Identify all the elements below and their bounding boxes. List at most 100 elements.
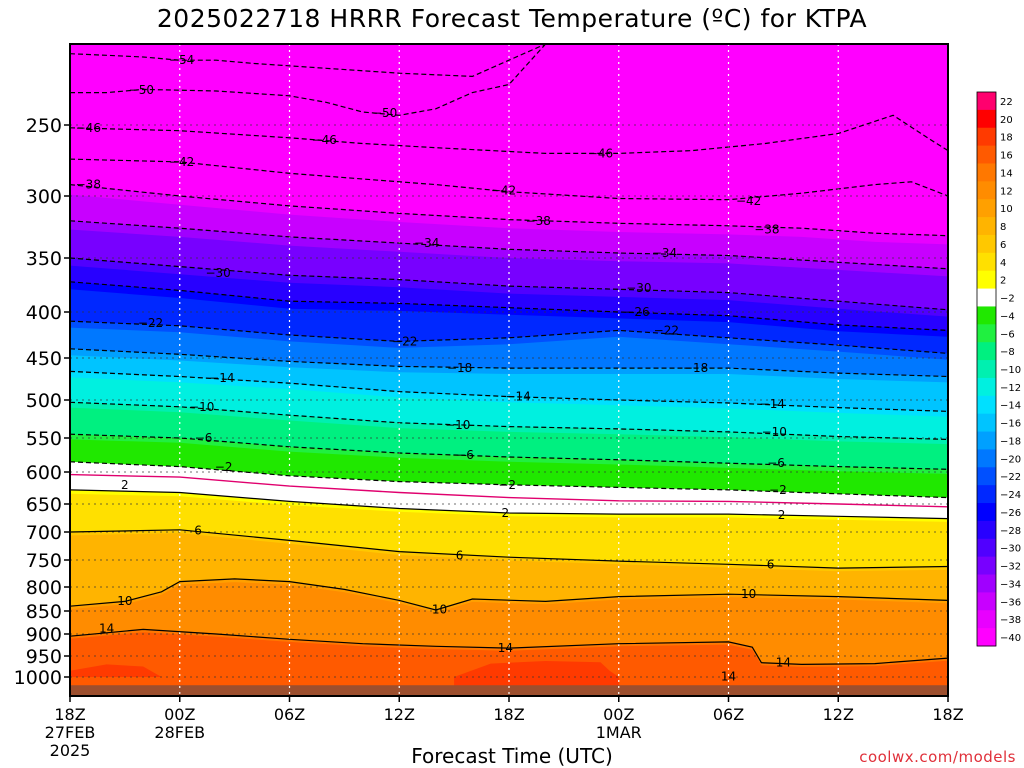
colorbar-label-14: 14 [1000,168,1013,179]
colorbar-label--20: −20 [1000,454,1021,465]
contour-label--46-1: −46 [312,133,337,147]
colorbar-swatch-28 [977,592,996,611]
contour-label--6-1: −6 [456,448,474,462]
chart-title: 2025022718 HRRR Forecast Temperature (ºC… [156,4,868,33]
colorbar-frame [976,91,997,647]
contour-label-10-1: 10 [432,603,447,617]
colorbar-label-16: 16 [1000,151,1013,162]
colorbar-swatch-8 [977,234,996,254]
x-tick-date-30: 1MAR [596,723,642,742]
colorbar-swatch-3 [977,145,996,164]
contour-line--18 [70,348,948,378]
x-tick-date-6: 28FEB [154,723,205,742]
contour-layer: −54 −50 −50 −46 −46 −46 −42 −42 −42 −38 −38 −38 −34 −… [70,44,948,684]
contour-label-6-1: 6 [456,549,464,563]
colorbar-label-4: 4 [1000,258,1006,269]
contour-label--14-2: −14 [760,397,785,411]
contour-label--50-0: −50 [129,83,154,97]
colorbar-swatch-20 [977,449,996,468]
contour-line--38 [70,184,948,237]
contour-label--38-2: −38 [754,222,779,236]
contour-label-14-2: 14 [776,656,791,670]
colorbar-swatch-4 [977,163,996,182]
x-tick-label-24: 18Z [493,705,524,724]
colorbar-label-2: 2 [1000,276,1006,287]
contour-label--50-1: −50 [372,106,397,120]
colorbar-swatch-27 [977,574,996,593]
colorbar-label--26: −26 [1000,508,1021,519]
colorbar-swatch-5 [977,181,996,200]
colorbar-swatch-26 [977,556,996,576]
contour-line--42 [70,158,948,201]
colorbar-label-22: 22 [1000,97,1013,108]
colorbar-label--40: −40 [1000,633,1021,644]
colorbar-swatch-14 [977,342,996,361]
x-tick-label-0: 18Z [54,705,85,724]
contour-label--6-0: −6 [195,431,213,445]
colorbar-label-6: 6 [1000,240,1006,251]
colorbar-swatch-19 [977,431,996,450]
contour-label-2-0: 2 [121,478,129,492]
x-tick-label-18: 12Z [384,705,415,724]
y-tick-label-550: 550 [26,428,62,450]
contour-label--10-2: −10 [762,425,787,439]
warm-patch-0 [70,664,162,696]
y-tick-label-850: 850 [26,601,62,623]
x-tick-label-30: 00Z [603,705,634,724]
contour-line--50 [70,44,547,116]
contour-line--2 [70,461,948,499]
contour-line--54 [70,44,546,78]
contour-label--54-0: −54 [169,53,194,67]
colorbar-swatch-2 [977,127,996,147]
contour-label--38-1: −38 [526,214,551,228]
colorbar: 22 20 18 16 14 12 10 8 6 4 2 −2 −4 −6 −8 −10 −12 −14 −16 −1… [976,91,1021,647]
colorbar-label--14: −14 [1000,401,1021,412]
colorbar-label--30: −30 [1000,544,1021,555]
colorbar-label--18: −18 [1000,436,1021,447]
contour-label-2-2: 2 [778,508,786,522]
contour-label--46-0: −46 [76,121,101,135]
y-tick-label-650: 650 [26,494,62,516]
contour-label--18-1: −18 [683,361,708,375]
credit-link[interactable]: coolwx.com/models [859,748,1016,766]
colorbar-swatch-23 [977,503,996,522]
colorbar-swatch-25 [977,538,996,558]
colorbar-swatch-30 [977,628,996,647]
y-tick-label-600: 600 [26,462,62,484]
contour-line-6 [70,529,948,569]
colorbar-swatch-22 [977,485,996,504]
contour-line-14 [70,628,948,666]
contour-label--42-0: −42 [169,155,194,169]
contour-label--2-2: −2 [769,483,787,497]
contour-line--10 [70,401,948,440]
colorbar-label--28: −28 [1000,526,1021,537]
y-tick-label-300: 300 [26,186,62,208]
contour-label-14-3: 14 [721,670,736,684]
contour-label--18-0: −18 [447,361,472,375]
x-tick-label-36: 06Z [713,705,744,724]
contour-label-14-1: 14 [498,641,513,655]
colorbar-label--12: −12 [1000,383,1021,394]
contour-line--34 [70,220,948,270]
contour-label--42-1: −42 [491,183,516,197]
contour-label--2-1: −2 [498,478,516,492]
colorbar-swatch-1 [977,109,996,129]
y-tick-label-800: 800 [26,577,62,599]
colorbar-swatch-29 [977,610,996,629]
colorbar-label--34: −34 [1000,579,1021,590]
contour-label--26-0: −26 [624,305,649,319]
contour-line--26 [70,281,948,331]
colorbar-label-20: 20 [1000,115,1013,126]
contour-line--22 [70,320,948,354]
colorbar-label--24: −24 [1000,490,1021,501]
colorbar-swatch-13 [977,324,996,343]
contour-label--34-1: −34 [652,246,677,260]
colorbar-label--10: −10 [1000,365,1021,376]
contour-label--14-1: −14 [505,390,530,404]
contour-label--10-0: −10 [189,400,214,414]
contour-label-6-2: 6 [767,557,775,571]
contour-label-2-1: 2 [502,506,510,520]
colorbar-label-8: 8 [1000,222,1006,233]
contour-label-6-0: 6 [194,523,202,537]
